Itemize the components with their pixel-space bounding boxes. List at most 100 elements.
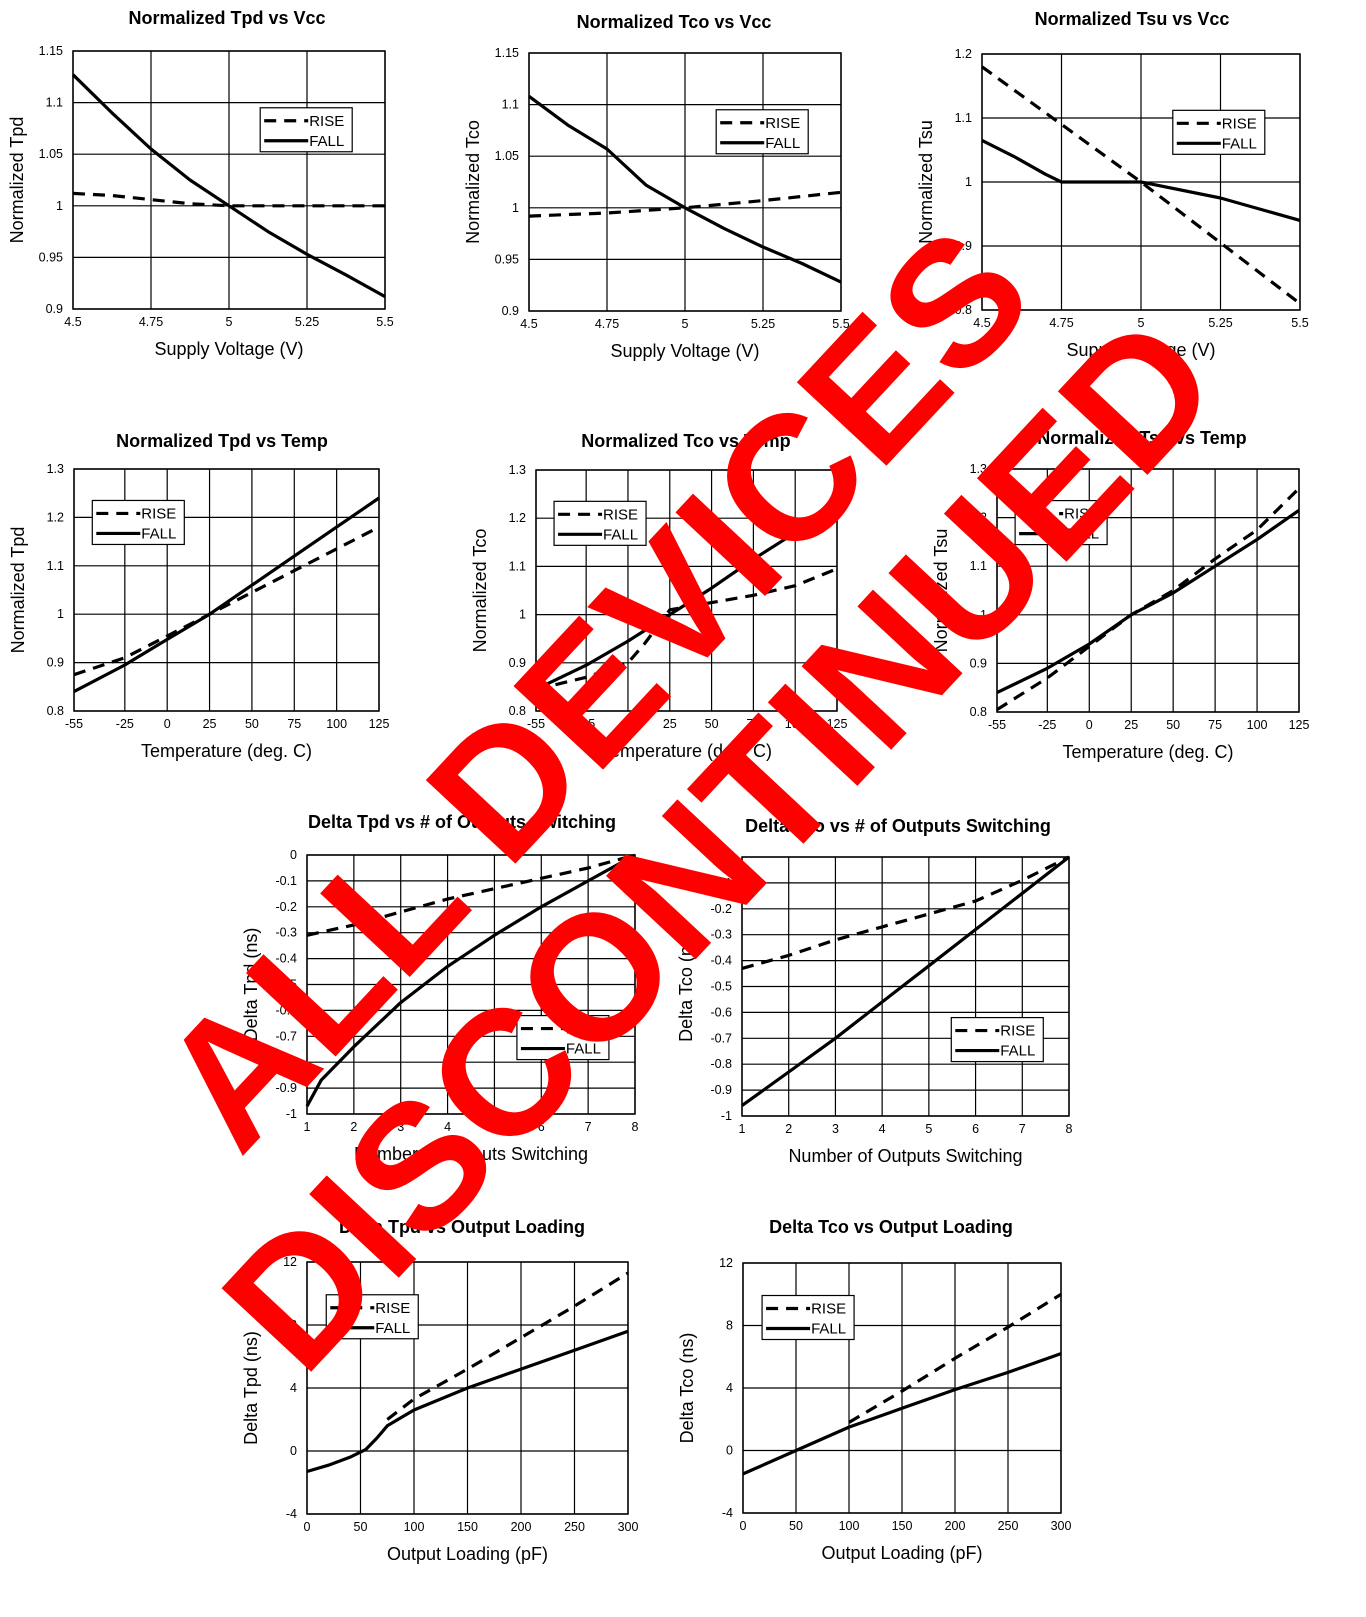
legend-box <box>950 1016 1044 1063</box>
x-tick-label: 4.5 <box>973 316 990 330</box>
legend-label: RISE <box>811 1301 846 1318</box>
y-tick-label: -0.2 <box>275 900 297 914</box>
x-tick-label: 1 <box>304 1120 311 1134</box>
x-tick-label: 5 <box>682 317 689 331</box>
x-tick-label: 3 <box>832 1122 839 1136</box>
y-tick-label: 1.1 <box>509 559 526 573</box>
y-tick-label: 1 <box>512 201 519 215</box>
legend-label: FALL <box>566 1041 601 1058</box>
x-tick-label: 0 <box>304 1520 311 1534</box>
y-tick-label: -0.8 <box>275 1055 297 1069</box>
legend-box <box>516 1014 610 1061</box>
plot-frame <box>306 1261 629 1515</box>
y-tick-label: -0.9 <box>275 1081 297 1095</box>
x-tick-label: 5 <box>1138 316 1145 330</box>
x-axis-label: Supply Voltage (V) <box>154 339 303 359</box>
legend-label: RISE <box>1064 506 1099 523</box>
y-tick-label: 1.3 <box>47 462 64 476</box>
legend: RISE FALL <box>1014 499 1108 546</box>
x-tick-label: 8 <box>1066 1122 1073 1136</box>
y-tick-label: -0.3 <box>275 926 297 940</box>
x-tick-label: 5.5 <box>376 315 393 329</box>
x-tick-label: 4.5 <box>520 317 537 331</box>
plot-frame <box>996 468 1300 713</box>
x-tick-label: 125 <box>369 717 390 731</box>
legend-box <box>761 1294 855 1341</box>
chart-title: Delta Tco vs # of Outputs Switching <box>745 816 1051 836</box>
y-tick-label: -0.7 <box>710 1031 732 1045</box>
y-axis-label: Delta Tco (ns) <box>677 1333 697 1444</box>
series-line-rise <box>535 567 838 691</box>
legend-box <box>553 500 647 546</box>
y-tick-label: 1 <box>965 175 972 189</box>
chart-tsu-temp: -55 -25 0 25 50 75 100 125 0.8 0.9 1 1.1 1.2 1.3 Norma… <box>931 428 1309 762</box>
x-axis-label: Temperature (deg. C) <box>1062 742 1233 762</box>
x-tick-label: 5.25 <box>295 315 319 329</box>
legend: RISE FALL <box>761 1294 855 1341</box>
legend-label: FALL <box>1000 1043 1035 1060</box>
x-tick-label: 200 <box>945 1519 966 1533</box>
x-tick-label: 5 <box>226 315 233 329</box>
x-tick-label: -55 <box>988 718 1006 732</box>
x-tick-label: 25 <box>203 717 217 731</box>
legend: RISE FALL <box>1172 109 1266 155</box>
chart-tpd-temp: -55 -25 0 25 50 75 100 125 0.8 0.9 1 1.1 1.2 1.3 Norma… <box>8 431 389 761</box>
x-tick-label: 100 <box>1247 718 1268 732</box>
x-tick-label: 5.5 <box>1291 316 1308 330</box>
x-tick-label: 25 <box>663 717 677 731</box>
y-axis-label: Normalized Tsu <box>931 529 951 653</box>
y-tick-label: 1.2 <box>47 510 64 524</box>
y-tick-label: 8 <box>290 1318 297 1332</box>
chart-tsu-vcc: 4.5 4.75 5 5.25 5.5 0.8 0.9 1 1.1 1.2 Normalized T… <box>916 9 1309 360</box>
y-tick-label: 1.05 <box>39 147 63 161</box>
y-tick-label: 0.8 <box>47 704 64 718</box>
y-tick-label: 1.2 <box>509 511 526 525</box>
y-tick-label: 0.8 <box>955 303 972 317</box>
series-line-fall <box>73 496 380 694</box>
y-tick-label: 0 <box>290 1444 297 1458</box>
y-tick-label: 0.9 <box>46 302 63 316</box>
legend-box <box>91 499 185 546</box>
y-tick-label: 0.9 <box>47 656 64 670</box>
chart-tpd-load: 0 50 100 150 200 250 300 -4 0 4 8 12 Delta Tpd vs Ou… <box>241 1217 638 1564</box>
x-tick-label: 50 <box>1166 718 1180 732</box>
x-tick-label: 100 <box>839 1519 860 1533</box>
y-tick-label: 1.1 <box>955 111 972 125</box>
plot-frame <box>72 50 386 310</box>
x-tick-label: 75 <box>1208 718 1222 732</box>
x-tick-label: 300 <box>618 1520 639 1534</box>
y-tick-label: 1.05 <box>495 149 519 163</box>
series-line-fall <box>996 508 1300 695</box>
chart-tpd-outputs: 1 2 3 4 5 6 7 8 -1 -0.9 -0.8 -0.7 -0.6 -0.5 -0.4 -0.3 -0… <box>241 812 639 1164</box>
x-axis-label: Number of Outputs Switching <box>788 1146 1022 1166</box>
y-tick-label: -4 <box>722 1506 733 1520</box>
x-tick-label: 125 <box>827 717 848 731</box>
plot-frame <box>535 469 838 712</box>
legend-label: FALL <box>765 135 800 152</box>
series-line-rise <box>306 853 636 937</box>
y-tick-label: 1.1 <box>970 559 987 573</box>
series-line-fall <box>305 853 636 1107</box>
y-tick-label: 1.1 <box>502 98 519 112</box>
legend-label: FALL <box>1064 526 1099 543</box>
chart-tpd-vcc: 4.5 4.75 5 5.25 5.5 0.9 0.95 1 1.05 1.1 1.15 Normal… <box>7 8 394 359</box>
y-tick-label: 1 <box>57 607 64 621</box>
x-tick-label: 150 <box>892 1519 913 1533</box>
y-tick-label: 0.9 <box>502 304 519 318</box>
x-tick-label: -55 <box>527 717 545 731</box>
legend-label: FALL <box>309 133 344 150</box>
y-axis-label: Delta Tpd (ns) <box>241 1331 261 1445</box>
y-tick-label: -0.9 <box>710 1083 732 1097</box>
series-line-rise <box>848 1292 1062 1424</box>
y-tick-label: -0.1 <box>275 874 297 888</box>
legend-label: RISE <box>1000 1023 1035 1040</box>
y-tick-label: -0.3 <box>710 928 732 942</box>
x-tick-label: 4 <box>444 1120 451 1134</box>
y-tick-label: 0 <box>290 848 297 862</box>
legend: RISE FALL <box>715 109 809 155</box>
legend-box <box>715 109 809 155</box>
chart-title: Delta Tpd vs # of Outputs Switching <box>308 812 616 832</box>
y-tick-label: 1 <box>519 608 526 622</box>
y-tick-label: 4 <box>726 1381 733 1395</box>
legend-label: RISE <box>765 115 800 132</box>
